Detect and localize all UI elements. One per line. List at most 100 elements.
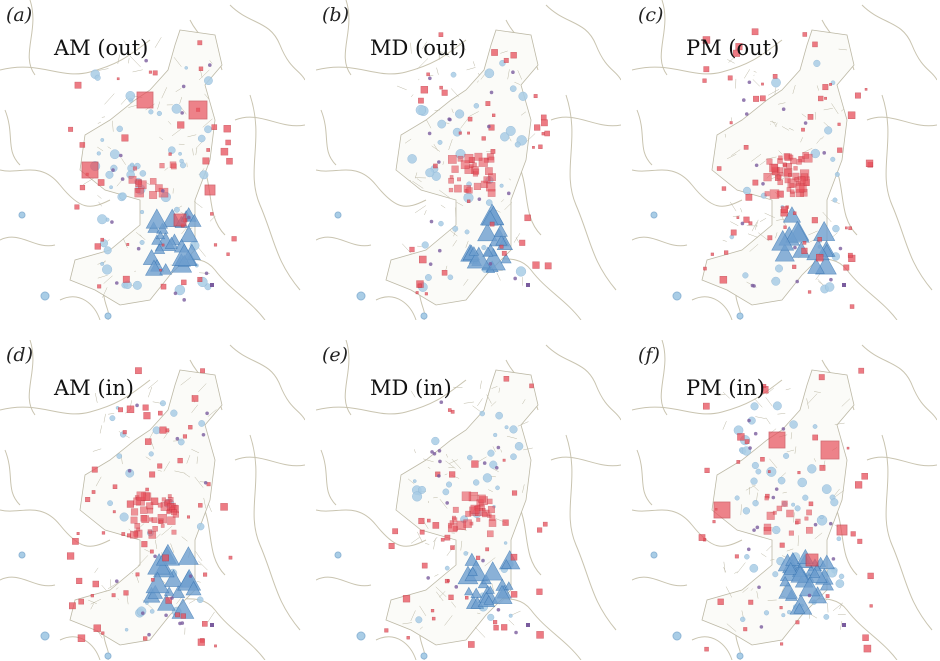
zone-boundary — [753, 74, 755, 76]
red-square-marker — [794, 177, 799, 182]
red-square-marker — [797, 471, 801, 475]
zone-boundary — [797, 535, 799, 547]
map-svg — [632, 0, 937, 320]
red-square-marker — [702, 78, 707, 83]
red-square-marker — [857, 538, 863, 544]
red-square-marker — [126, 500, 134, 508]
light-blue-circle-marker — [412, 479, 417, 483]
red-square-marker — [729, 121, 733, 125]
red-square-marker — [501, 624, 508, 631]
zone-boundary — [727, 59, 735, 64]
region-boundary — [320, 449, 337, 506]
light-blue-circle-marker — [109, 149, 120, 160]
red-square-marker — [449, 175, 454, 179]
red-square-marker — [447, 408, 452, 412]
purple-dot-marker — [829, 277, 833, 282]
light-blue-circle-marker — [177, 438, 185, 446]
purple-dot-marker — [153, 554, 157, 559]
outlying-circle-marker — [40, 631, 50, 641]
red-square-marker — [426, 72, 430, 77]
zone-boundary — [736, 562, 746, 574]
zone-boundary — [731, 149, 741, 156]
zone-boundary — [781, 214, 786, 226]
zone-boundary — [460, 118, 469, 129]
purple-dot-marker — [140, 611, 145, 615]
light-blue-circle-marker — [171, 103, 182, 114]
zone-boundary — [136, 232, 146, 241]
zone-boundary — [523, 447, 533, 451]
red-square-marker — [748, 599, 754, 605]
red-square-marker — [161, 243, 165, 247]
zone-boundary — [838, 48, 847, 51]
red-square-marker — [101, 631, 105, 635]
red-square-marker — [177, 121, 185, 129]
red-square-marker — [77, 634, 86, 642]
light-blue-circle-marker — [510, 453, 517, 461]
purple-dot-marker — [489, 90, 494, 95]
zone-boundary — [195, 148, 198, 156]
zone-boundary — [726, 153, 737, 160]
zone-boundary — [97, 68, 109, 71]
zone-boundary — [198, 383, 207, 393]
red-square-marker — [745, 193, 753, 201]
region-boundary — [316, 509, 427, 547]
light-blue-circle-marker — [452, 225, 459, 232]
red-square-marker — [537, 527, 543, 533]
zone-boundary — [445, 460, 456, 469]
red-square-marker — [802, 152, 809, 159]
red-square-marker — [202, 157, 210, 165]
blue-triangle-marker — [813, 220, 836, 241]
light-blue-circle-marker — [136, 606, 147, 617]
red-square-marker — [112, 510, 116, 514]
zone-boundary — [156, 533, 161, 539]
red-square-marker — [439, 85, 443, 90]
red-square-marker — [228, 555, 233, 560]
light-blue-circle-marker — [412, 491, 423, 502]
blue-triangle-marker — [771, 229, 795, 251]
light-blue-circle-marker — [148, 451, 154, 457]
region-boundary — [636, 449, 653, 506]
map-svg — [0, 340, 305, 660]
zone-boundary — [460, 540, 463, 551]
zone-boundary — [429, 391, 434, 397]
light-blue-circle-marker — [149, 609, 155, 614]
zone-boundary — [498, 387, 501, 393]
purple-dot-marker — [175, 436, 180, 441]
purple-dot-marker — [438, 459, 442, 464]
red-square-marker — [220, 147, 229, 156]
red-square-marker — [766, 511, 775, 520]
purple-dot-marker — [741, 98, 746, 102]
zone-boundary — [832, 602, 844, 611]
region-boundary — [861, 344, 937, 421]
light-blue-circle-marker — [810, 148, 821, 159]
red-square-marker — [433, 163, 438, 169]
red-square-marker — [781, 206, 788, 214]
light-blue-circle-marker — [783, 452, 790, 459]
light-blue-circle-marker — [424, 274, 432, 281]
red-square-marker — [510, 591, 518, 598]
zone-boundary — [203, 497, 206, 509]
zone-boundary — [196, 456, 198, 464]
zone-boundary — [175, 88, 182, 92]
purple-dot-marker — [127, 468, 132, 473]
zone-boundary — [417, 58, 429, 70]
zone-boundary — [407, 478, 415, 485]
zone-boundary — [198, 560, 208, 571]
purple-dot-marker — [803, 121, 808, 125]
zone-boundary — [164, 167, 169, 171]
red-square-marker — [493, 625, 499, 631]
zone-boundary — [414, 172, 418, 179]
red-square-marker — [743, 627, 748, 632]
red-square-marker — [704, 646, 709, 652]
red-square-marker — [471, 460, 479, 468]
zone-boundary — [410, 42, 412, 54]
zone-boundary — [484, 557, 496, 567]
light-blue-circle-marker — [807, 464, 817, 474]
light-blue-circle-marker — [744, 554, 750, 560]
red-square-marker — [186, 515, 191, 519]
blue-triangle-marker — [178, 546, 199, 565]
red-square-marker — [478, 157, 488, 167]
zone-boundary — [452, 240, 458, 247]
zone-boundary — [740, 208, 743, 213]
red-square-marker — [499, 244, 504, 249]
